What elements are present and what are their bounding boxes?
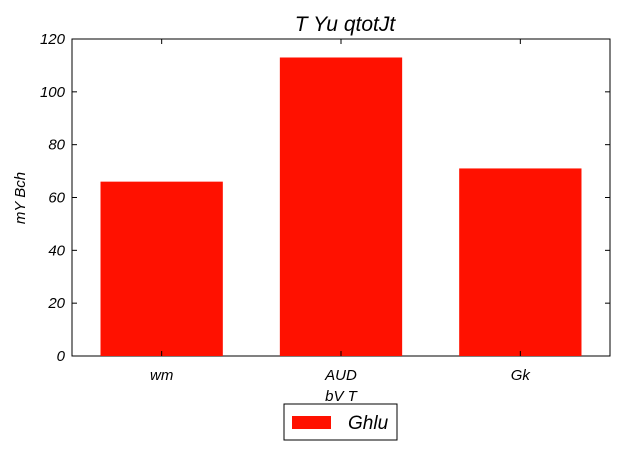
chart-title: T Yu qtotJt [295,13,397,36]
x-axis-label: bV T [325,388,359,405]
y-tick-label: 120 [40,31,66,48]
y-tick-label: 20 [47,295,65,312]
legend-swatch [292,416,331,429]
x-axis: wm AUD Gk [150,39,531,384]
x-tick-label: Gk [511,367,532,384]
bar-Gk [459,168,582,356]
y-axis: 0 20 40 60 80 100 120 [40,31,610,365]
y-tick-label: 60 [48,190,65,207]
legend-label: Ghlu [348,413,389,434]
x-tick-label: AUD [324,367,357,384]
y-tick-label: 80 [48,137,65,154]
y-tick-label: 0 [57,348,66,365]
bar-AUD [279,57,403,356]
y-tick-label: 100 [40,84,66,101]
bar-group [100,57,582,356]
legend: Ghlu [283,403,398,441]
bar-wm [100,181,223,356]
x-tick-label: wm [150,367,173,384]
y-tick-label: 40 [48,242,65,259]
y-axis-label: mY Bch [12,172,29,224]
